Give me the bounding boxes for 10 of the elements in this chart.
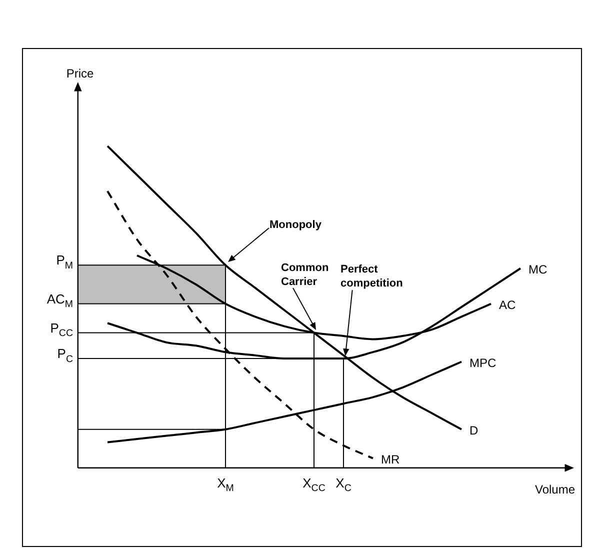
- series-label: MR: [381, 452, 400, 467]
- annotation: Monopoly: [270, 219, 322, 232]
- series-label: MC: [528, 262, 548, 277]
- text: Price: [66, 66, 94, 80]
- annotation: Common Carrier: [281, 262, 329, 288]
- series-label: D: [470, 424, 478, 438]
- annotation: Perfect competition: [340, 264, 404, 290]
- series-label: AC: [499, 298, 516, 312]
- series-label: MPC: [470, 356, 496, 370]
- x-axis-title: Volume: [534, 482, 576, 496]
